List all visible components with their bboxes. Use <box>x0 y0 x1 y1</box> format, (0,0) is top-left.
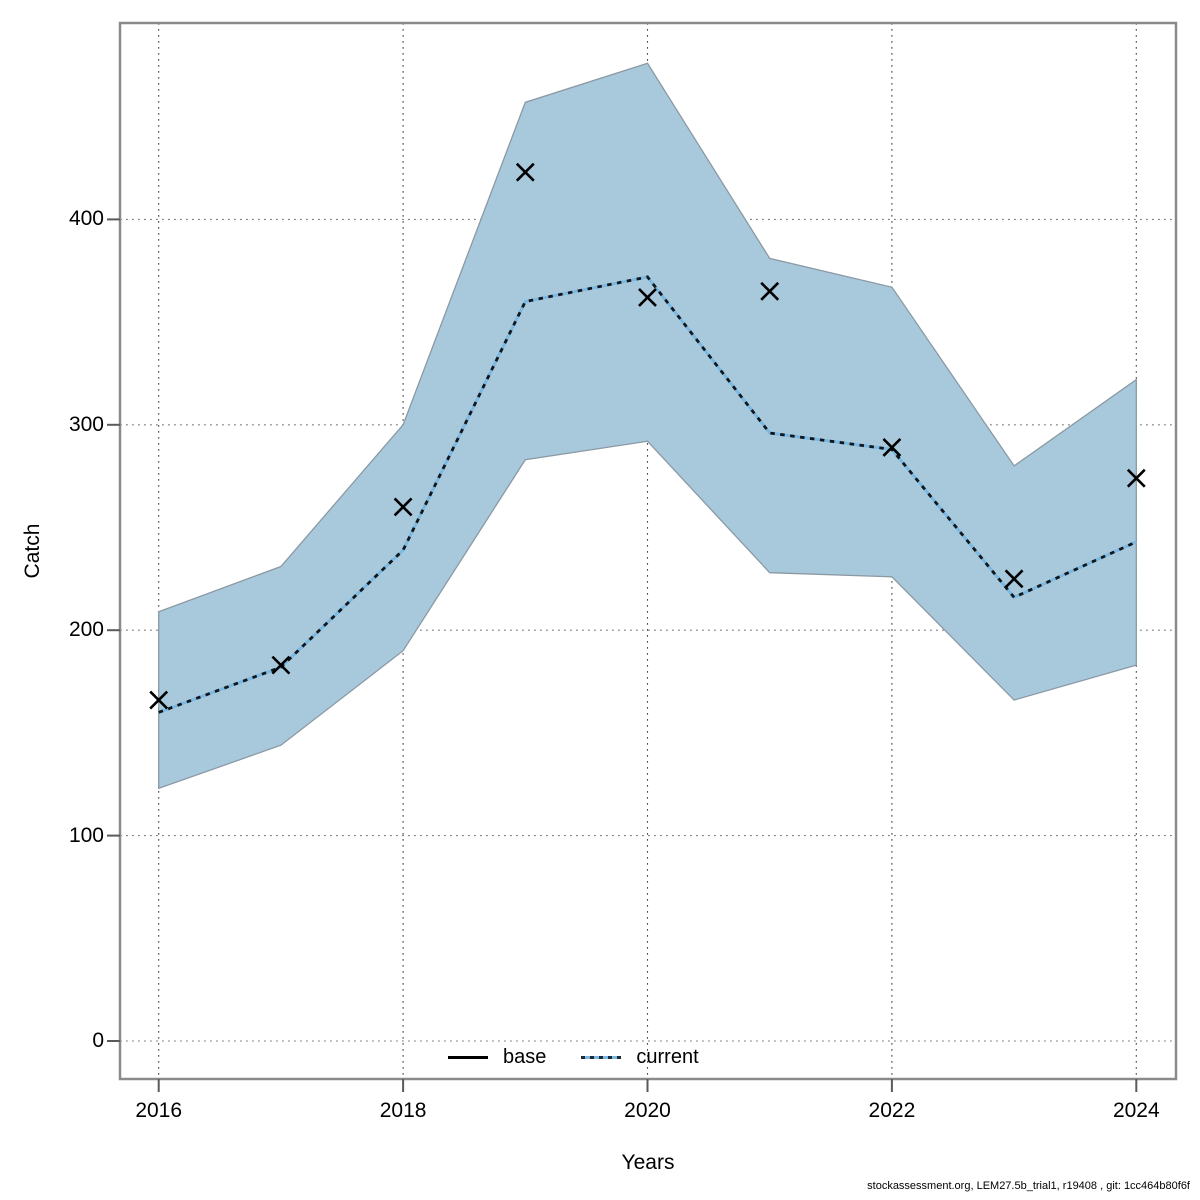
x-tick-label: 2016 <box>135 1099 183 1122</box>
legend-label-base: base <box>503 1045 547 1068</box>
y-tick-label: 100 <box>68 823 104 847</box>
x-axis-title: Years <box>621 1151 675 1174</box>
current-line <box>158 275 1137 714</box>
x-tick-label: 2022 <box>868 1099 916 1122</box>
obs-marker <box>1004 569 1024 589</box>
current-line-sample-icon <box>581 1055 622 1059</box>
x-tick-label: 2024 <box>1112 1099 1160 1122</box>
x-tick-label: 2018 <box>379 1099 427 1122</box>
legend-label-current: current <box>636 1045 699 1068</box>
base-line-sample-icon <box>448 1055 488 1059</box>
obs-marker <box>515 162 535 182</box>
obs-marker <box>393 497 413 517</box>
obs-marker <box>1126 468 1146 488</box>
obs-marker <box>882 437 902 457</box>
y-tick-label: 300 <box>68 412 104 436</box>
obs-marker <box>760 281 780 301</box>
x-tick-label: 2020 <box>624 1099 671 1122</box>
legend: base current <box>448 1044 699 1070</box>
footer-note: stockassessment.org, LEM27.5b_trial1, r1… <box>867 1180 1190 1192</box>
obs-marker <box>149 690 169 710</box>
confidence-band <box>158 62 1137 790</box>
y-tick-label: 200 <box>68 618 104 642</box>
obs-marker <box>271 655 291 675</box>
obs-marker <box>638 288 657 307</box>
y-tick-label: 400 <box>68 207 104 231</box>
y-tick-label: 0 <box>92 1029 104 1052</box>
